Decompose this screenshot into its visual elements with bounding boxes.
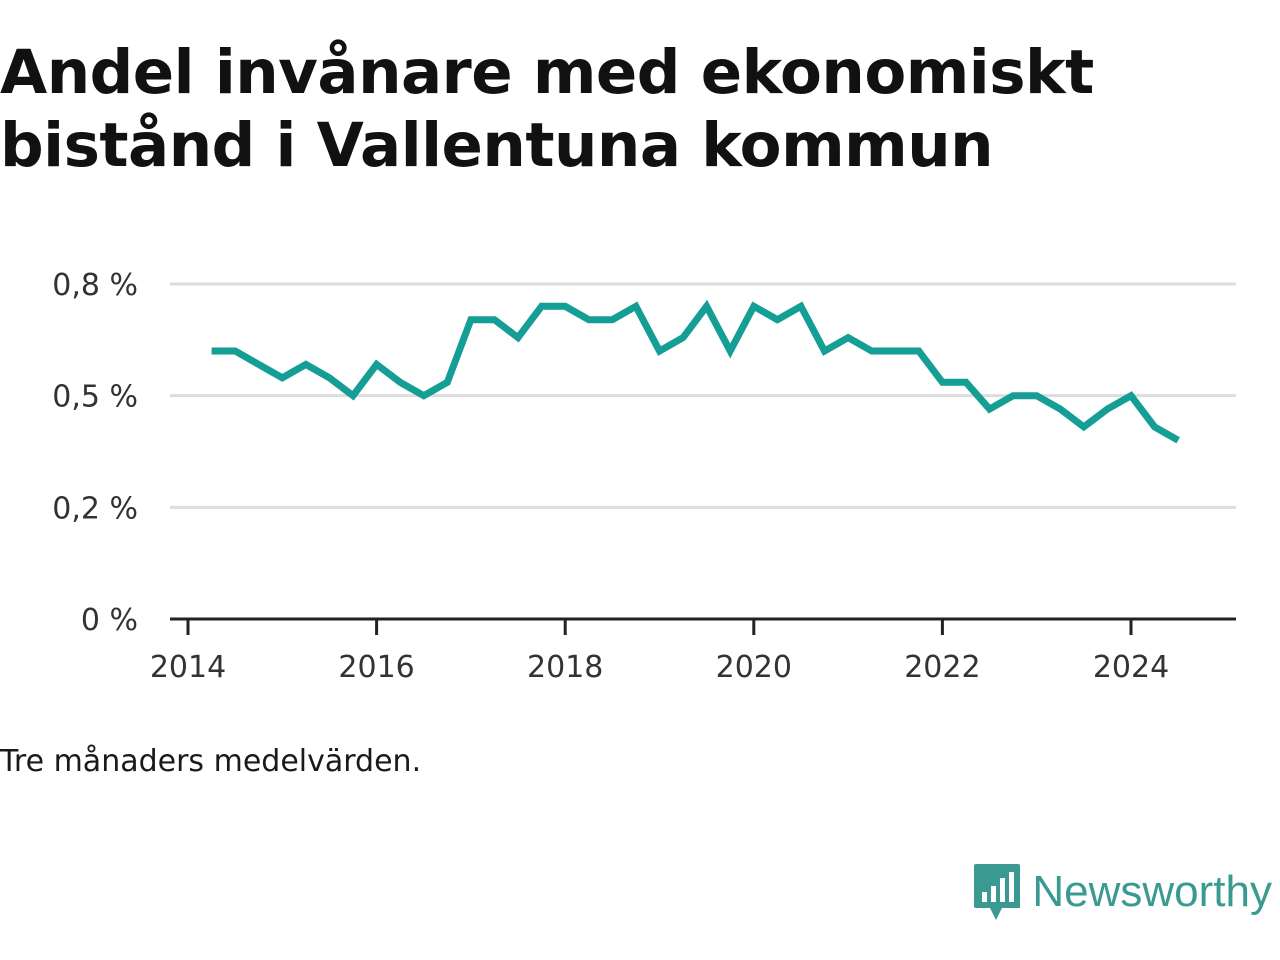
x-tick-label: 2018 bbox=[527, 650, 603, 685]
x-tick-label: 2016 bbox=[338, 650, 414, 685]
brand-name: Newsworthy bbox=[1032, 867, 1272, 916]
gridlines bbox=[170, 282, 1236, 509]
series-layer bbox=[211, 299, 1180, 444]
y-axis-labels: 0 % 0,2 % 0,5 % 0,8 % bbox=[52, 268, 138, 638]
chart-title: Andel invånare med ekonomiskt bistånd i … bbox=[0, 37, 1094, 181]
x-axis-labels: 2014 2016 2018 2020 2022 2024 bbox=[150, 650, 1169, 685]
series-line bbox=[211, 299, 1180, 444]
x-tick-label: 2014 bbox=[150, 650, 226, 685]
y-tick-label: 0,8 % bbox=[52, 268, 138, 303]
x-tick-label: 2022 bbox=[904, 650, 980, 685]
x-axis-ticks bbox=[186, 619, 1133, 635]
y-tick-label: 0 % bbox=[81, 603, 138, 638]
y-tick-label: 0,5 % bbox=[52, 380, 138, 415]
y-tick-label: 0,2 % bbox=[52, 491, 138, 526]
chart-footnote: Tre månaders medelvärden. bbox=[0, 744, 422, 779]
x-tick-label: 2020 bbox=[716, 650, 792, 685]
brand-logo: Newsworthy bbox=[972, 862, 1272, 922]
x-tick-label: 2024 bbox=[1093, 650, 1169, 685]
newsworthy-logo-icon bbox=[974, 864, 1021, 920]
